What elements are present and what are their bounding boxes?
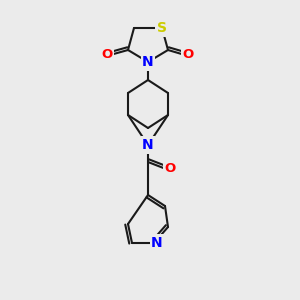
Text: O: O	[101, 49, 112, 62]
Text: O: O	[164, 163, 175, 176]
Text: N: N	[151, 236, 163, 250]
Text: S: S	[157, 21, 167, 35]
Text: O: O	[182, 49, 194, 62]
Text: N: N	[142, 55, 154, 69]
Text: N: N	[142, 138, 154, 152]
